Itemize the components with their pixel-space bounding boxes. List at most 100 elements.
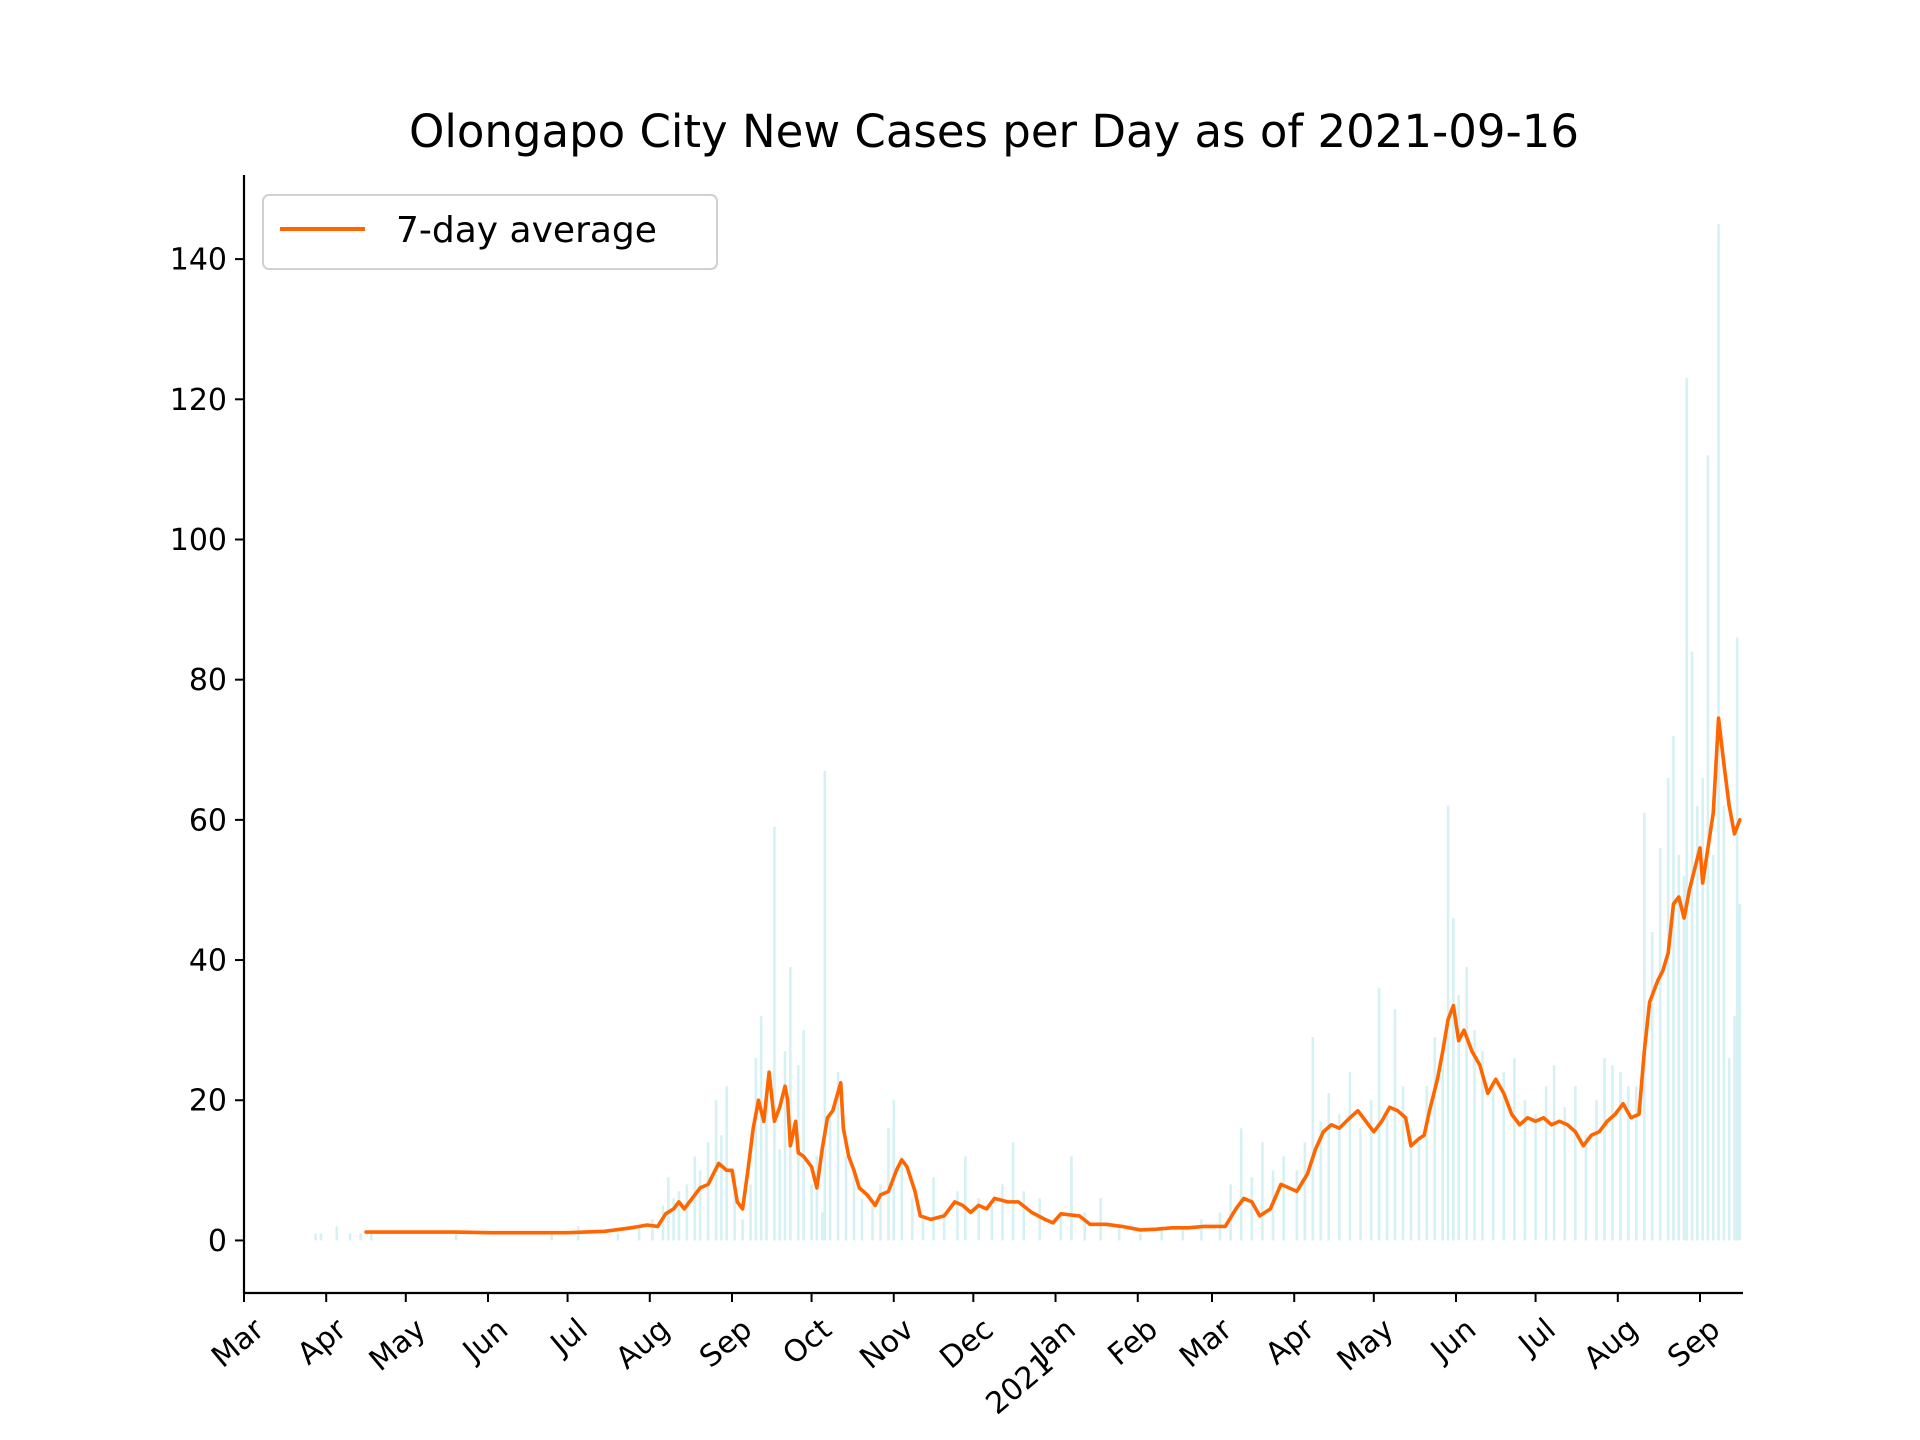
daily-case-bar bbox=[693, 1156, 697, 1241]
chart-title: Olongapo City New Cases per Day as of 20… bbox=[409, 105, 1579, 158]
daily-case-bar bbox=[1595, 1100, 1598, 1241]
daily-case-bar bbox=[1666, 777, 1670, 1241]
x-tick-label: Sep bbox=[693, 1312, 759, 1375]
daily-case-bar bbox=[1327, 1093, 1331, 1241]
daily-case-bar bbox=[1650, 932, 1654, 1241]
daily-case-bar bbox=[1319, 1121, 1323, 1241]
daily-case-bar bbox=[1139, 1233, 1142, 1241]
daily-case-bar bbox=[725, 1086, 728, 1241]
x-tick-label: Feb bbox=[1102, 1312, 1165, 1373]
daily-case-bar bbox=[1481, 1051, 1484, 1241]
daily-case-bar bbox=[1070, 1156, 1073, 1241]
daily-case-bar bbox=[1338, 1114, 1341, 1241]
daily-case-bar bbox=[879, 1184, 882, 1241]
daily-case-bar bbox=[911, 1198, 914, 1241]
daily-case-bar bbox=[1457, 995, 1460, 1241]
daily-case-bar bbox=[860, 1198, 864, 1241]
y-tick-label: 100 bbox=[170, 523, 227, 558]
daily-case-bar bbox=[754, 1058, 758, 1241]
daily-case-bar bbox=[1359, 1128, 1362, 1241]
x-tick-label: Nov bbox=[853, 1312, 920, 1376]
daily-case-bar bbox=[1491, 1086, 1495, 1241]
daily-case-bar bbox=[1250, 1177, 1254, 1241]
daily-case-bar bbox=[964, 1156, 967, 1241]
daily-case-bar bbox=[616, 1233, 620, 1241]
y-tick-label: 20 bbox=[189, 1084, 227, 1119]
daily-case-bar bbox=[1377, 988, 1381, 1241]
daily-case-bar bbox=[741, 1219, 744, 1241]
daily-case-bar bbox=[765, 1100, 768, 1241]
x-tick-label: Mar bbox=[205, 1311, 271, 1375]
x-tick-label: Jun bbox=[455, 1312, 515, 1370]
daily-case-bar bbox=[1393, 1009, 1397, 1241]
daily-case-bar bbox=[661, 1205, 665, 1241]
daily-case-bar bbox=[1722, 805, 1726, 1241]
daily-case-bar bbox=[749, 1184, 752, 1241]
daily-case-bar bbox=[823, 770, 827, 1241]
daily-case-bar bbox=[1261, 1142, 1264, 1241]
daily-case-bar bbox=[1635, 1086, 1638, 1241]
x-tick-label: May bbox=[1331, 1312, 1401, 1379]
daily-case-bar bbox=[1690, 651, 1694, 1241]
daily-case-bar bbox=[1229, 1184, 1232, 1241]
daily-case-bar bbox=[1658, 847, 1662, 1241]
daily-case-bar bbox=[820, 1212, 824, 1241]
daily-case-bar bbox=[1473, 1030, 1476, 1241]
daily-case-bar bbox=[1733, 1016, 1736, 1241]
daily-case-bar bbox=[335, 1226, 339, 1241]
daily-case-bar bbox=[1282, 1156, 1285, 1241]
daily-case-bar bbox=[1735, 637, 1739, 1241]
daily-case-bar bbox=[932, 1177, 935, 1241]
daily-case-bar bbox=[1001, 1184, 1004, 1241]
daily-case-bar bbox=[778, 1149, 782, 1241]
y-tick-label: 60 bbox=[189, 803, 227, 838]
x-tick-label: Jul bbox=[1511, 1312, 1563, 1363]
daily-case-bar bbox=[836, 1072, 840, 1241]
daily-case-bar bbox=[759, 1016, 763, 1241]
daily-case-bar bbox=[1117, 1226, 1121, 1241]
daily-case-bar bbox=[1452, 918, 1455, 1241]
daily-case-bar bbox=[359, 1233, 362, 1241]
y-ticks: 0 20 40 60 80 100 120 140 bbox=[170, 243, 244, 1259]
daily-case-bar bbox=[1099, 1198, 1102, 1241]
daily-case-bar bbox=[1603, 1058, 1606, 1241]
daily-case-bar bbox=[1401, 1086, 1405, 1241]
daily-case-bar bbox=[319, 1233, 323, 1241]
legend-label-7-day-average: 7-day average bbox=[396, 210, 657, 251]
daily-case-bar bbox=[1643, 812, 1646, 1241]
x-tick-label: Aug bbox=[1577, 1312, 1644, 1376]
daily-case-bar bbox=[637, 1226, 641, 1241]
daily-case-bar bbox=[370, 1233, 373, 1241]
daily-case-bar bbox=[1513, 1058, 1516, 1241]
bars-layer bbox=[314, 224, 1742, 1241]
y-tick-label: 80 bbox=[189, 663, 227, 698]
daily-case-bar bbox=[1611, 1065, 1614, 1241]
daily-case-bar bbox=[956, 1191, 959, 1241]
daily-case-bar bbox=[1627, 1086, 1630, 1241]
daily-case-bar bbox=[1727, 1058, 1731, 1241]
daily-case-bar bbox=[977, 1198, 980, 1241]
daily-case-bar bbox=[1738, 903, 1742, 1241]
x-tick-label: Jul bbox=[543, 1312, 595, 1363]
daily-case-bar bbox=[1022, 1191, 1026, 1241]
daily-case-bar bbox=[773, 826, 776, 1241]
daily-case-bar bbox=[720, 1135, 723, 1241]
x-tick-label: Oct bbox=[776, 1312, 838, 1372]
daily-case-bar bbox=[815, 1156, 819, 1241]
seven-day-average-line bbox=[364, 716, 1742, 1235]
daily-case-bar bbox=[1059, 1212, 1063, 1241]
daily-case-bar bbox=[1385, 1114, 1389, 1241]
daily-case-bar bbox=[1181, 1226, 1185, 1241]
x-ticks: Mar Apr May Jun Jul Aug Sep Oct Nov Dec Jan2021Feb… bbox=[205, 1293, 1727, 1422]
x-tick-label: Apr bbox=[291, 1311, 354, 1372]
daily-case-bar bbox=[1523, 1100, 1527, 1241]
x-tick-label: Sep bbox=[1661, 1312, 1727, 1375]
daily-case-bar bbox=[1441, 1044, 1445, 1241]
daily-case-bar bbox=[887, 1128, 890, 1241]
daily-case-bar bbox=[733, 1170, 736, 1241]
x-tick-label: May bbox=[363, 1312, 433, 1379]
daily-case-bar bbox=[1552, 1065, 1556, 1241]
daily-case-bar bbox=[1574, 1086, 1577, 1241]
x-tick-label: Aug bbox=[609, 1312, 676, 1376]
daily-case-bar bbox=[1685, 378, 1689, 1241]
